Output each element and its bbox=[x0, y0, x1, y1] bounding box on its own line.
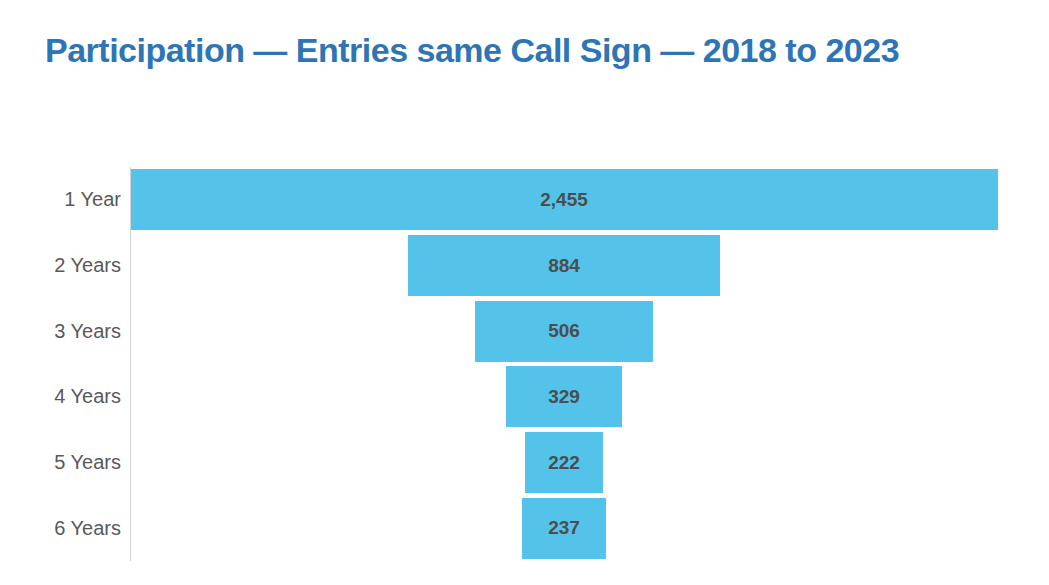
chart-title: Participation — Entries same Call Sign —… bbox=[45, 28, 899, 72]
funnel-bar: 222 bbox=[525, 432, 603, 493]
chart-canvas: Participation — Entries same Call Sign —… bbox=[0, 0, 1049, 585]
plot-area: 506 bbox=[130, 298, 998, 364]
category-label: 5 Years bbox=[0, 430, 130, 496]
funnel-chart: 1 Year 2,455 2 Years 884 3 Years 506 bbox=[0, 167, 998, 561]
funnel-row: 1 Year 2,455 bbox=[0, 167, 998, 233]
funnel-row: 6 Years 237 bbox=[0, 495, 998, 561]
plot-area: 884 bbox=[130, 233, 998, 299]
funnel-bar: 884 bbox=[408, 235, 721, 296]
funnel-bar: 329 bbox=[506, 366, 622, 427]
funnel-row: 3 Years 506 bbox=[0, 298, 998, 364]
funnel-row: 5 Years 222 bbox=[0, 430, 998, 496]
funnel-row: 4 Years 329 bbox=[0, 364, 998, 430]
bar-value-label: 237 bbox=[548, 517, 580, 539]
funnel-bar: 506 bbox=[475, 301, 654, 362]
bar-value-label: 329 bbox=[548, 386, 580, 408]
category-label: 2 Years bbox=[0, 233, 130, 299]
plot-area: 237 bbox=[130, 495, 998, 561]
bar-value-label: 884 bbox=[548, 255, 580, 277]
bar-value-label: 222 bbox=[548, 452, 580, 474]
category-label: 1 Year bbox=[0, 167, 130, 233]
category-label: 3 Years bbox=[0, 298, 130, 364]
y-axis-line bbox=[130, 167, 131, 561]
category-label: 6 Years bbox=[0, 495, 130, 561]
bar-value-label: 506 bbox=[548, 320, 580, 342]
plot-area: 329 bbox=[130, 364, 998, 430]
funnel-row: 2 Years 884 bbox=[0, 233, 998, 299]
plot-area: 222 bbox=[130, 430, 998, 496]
funnel-bar: 2,455 bbox=[130, 169, 998, 230]
bar-value-label: 2,455 bbox=[540, 189, 588, 211]
category-label: 4 Years bbox=[0, 364, 130, 430]
funnel-bar: 237 bbox=[522, 498, 606, 559]
plot-area: 2,455 bbox=[130, 167, 998, 233]
